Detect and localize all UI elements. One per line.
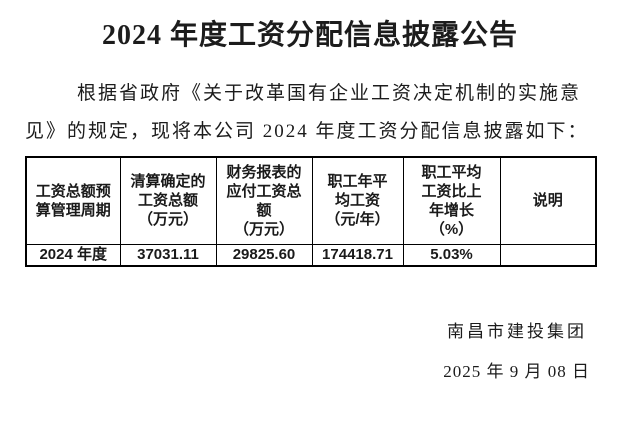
page-title: 2024 年度工资分配信息披露公告 <box>101 20 518 51</box>
cell-settled-wage-total: 37031.11 <box>119 243 217 266</box>
wage-disclosure-table: 工资总额预 算管理周期 清算确定的 工资总额 （万元） 财务报表的 应付工资总 … <box>25 156 597 267</box>
cell-budget-period: 2024 年度 <box>25 243 121 266</box>
table-header-row: 工资总额预 算管理周期 清算确定的 工资总额 （万元） 财务报表的 应付工资总 … <box>25 156 597 245</box>
table-row: 2024 年度 37031.11 29825.60 174418.71 5.03… <box>25 243 597 266</box>
col-header-financial-payable-total: 财务报表的 应付工资总 额 （万元） <box>215 156 313 245</box>
cell-wage-growth: 5.03% <box>402 243 501 266</box>
col-header-avg-annual-wage: 职工年平 均工资 （元/年） <box>311 156 404 245</box>
col-header-notes: 说明 <box>499 156 597 245</box>
cell-avg-annual-wage: 174418.71 <box>311 243 404 266</box>
body-paragraph: 根据省政府《关于改革国有企业工资决定机制的实施意 见》的规定，现将本公司 202… <box>25 75 605 151</box>
col-header-settled-wage-total: 清算确定的 工资总额 （万元） <box>119 156 217 245</box>
paragraph-line: 根据省政府《关于改革国有企业工资决定机制的实施意 <box>77 83 582 104</box>
col-header-wage-growth: 职工平均 工资比上 年增长 （%） <box>402 156 501 245</box>
paragraph-line: 见》的规定，现将本公司 2024 年度工资分配信息披露如下： <box>25 121 589 142</box>
signature-date: 2025 年 9 月 08 日 <box>443 362 590 381</box>
col-header-budget-period: 工资总额预 算管理周期 <box>25 156 121 245</box>
cell-financial-payable-total: 29825.60 <box>215 243 313 266</box>
cell-notes <box>499 243 597 266</box>
signature-company: 南昌市建投集团 <box>447 322 587 341</box>
